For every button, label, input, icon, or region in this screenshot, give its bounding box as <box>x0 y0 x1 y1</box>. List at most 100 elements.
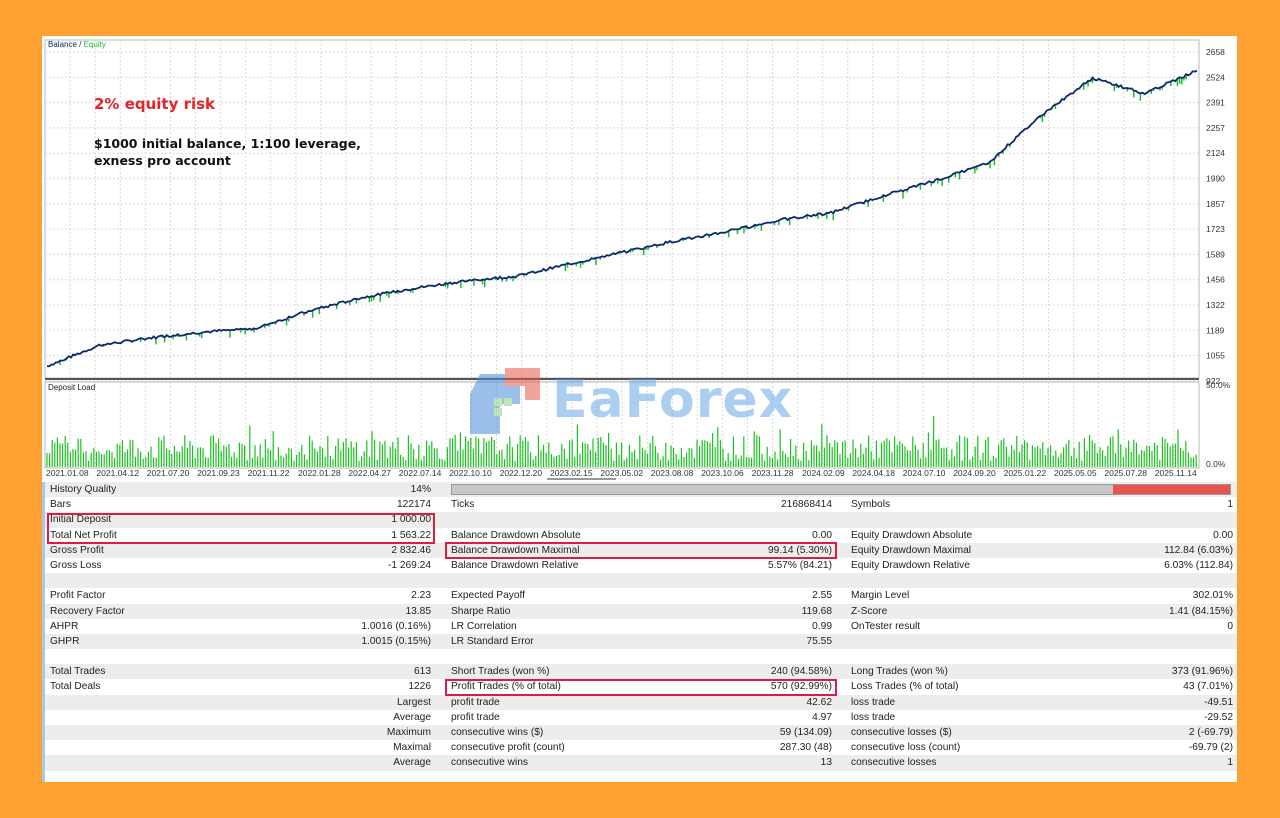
report-row: Profit Factor 2.23 Expected Payoff 2.55 Marg… <box>45 588 1237 603</box>
label-col2: consecutive wins <box>451 757 529 769</box>
value-col3: 43 (7.01%) <box>1183 681 1233 693</box>
y-tick-label: 1055 <box>1206 351 1225 361</box>
x-tick-label: 2021.01.08 <box>46 468 89 478</box>
history-quality-label: History Quality <box>50 484 117 495</box>
y-tick-label: 922 <box>1206 376 1220 386</box>
y-tick-label: 2257 <box>1206 123 1225 133</box>
report-row <box>45 573 1237 589</box>
value-col2: 2.55 <box>812 590 832 602</box>
history-quality-row: History Quality 14% <box>45 482 1237 498</box>
label-col2: profit trade <box>451 711 500 723</box>
value-col1: 1 000.00 <box>391 514 431 526</box>
value-col3: 0 <box>1227 620 1233 632</box>
value-col2: 4.97 <box>812 711 832 723</box>
value-col3: -29.52 <box>1204 711 1233 723</box>
value-col3: 302.01% <box>1192 590 1233 602</box>
value-col3: 6.03% (112.84) <box>1164 559 1233 571</box>
y-tick-label: 1857 <box>1206 199 1225 209</box>
value-col1: Average <box>393 711 431 723</box>
y-tick-label: 2658 <box>1206 47 1225 57</box>
value-col1: -1 269.24 <box>387 559 431 571</box>
balance-equity-chart: 2658 2524 2391 2257 2124 1990 1857 1723 1589 1456… <box>44 39 1231 480</box>
label-col3: consecutive losses ($) <box>851 727 952 738</box>
x-tick-label: 2022.01.28 <box>298 468 341 478</box>
y-tick-label: 2391 <box>1206 98 1225 108</box>
report-table: History Quality 14% Bars 122174 Ticks 21686… <box>42 482 1237 782</box>
value-col1: 1226 <box>408 681 431 693</box>
report-row: Initial Deposit 1 000.00 <box>45 512 1237 528</box>
x-tick-label: 2023.08.08 <box>651 468 694 478</box>
value-col2: 59 (134.09) <box>779 727 832 738</box>
label-col3: Symbols <box>851 499 891 511</box>
dl-tick-label: 0.0% <box>1206 459 1226 469</box>
x-tick-label: 2023.05.02 <box>600 468 643 478</box>
setup-annotation: $1000 initial balance, 1:100 leverage, e… <box>94 136 361 168</box>
label-col2: LR Correlation <box>451 620 517 632</box>
value-col1: 1.0016 (0.16%) <box>361 620 431 632</box>
value-col1: Maximum <box>386 727 431 738</box>
y-tick-label: 1456 <box>1206 275 1225 285</box>
y-tick-label: 2124 <box>1206 148 1225 158</box>
value-col3: 373 (91.96%) <box>1171 666 1233 678</box>
label-col2: Profit Trades (% of total) <box>451 681 561 693</box>
x-tick-label: 2024.02.09 <box>802 468 845 478</box>
report-row: Gross Profit 2 832.46 Balance Drawdown Max… <box>45 542 1237 558</box>
value-col1: 613 <box>414 666 431 678</box>
label-col2: consecutive wins ($) <box>451 727 544 738</box>
label-col3: consecutive loss (count) <box>851 742 961 754</box>
label-col1: Bars <box>50 499 71 511</box>
report-row: Maximal consecutive profit (count) 287.30 … <box>45 740 1237 755</box>
y-tick-label: 1322 <box>1206 300 1225 310</box>
x-tick-label: 2021.07.20 <box>147 468 190 478</box>
x-tick-label: 2021.04.12 <box>96 468 139 478</box>
label-col3: Z-Score <box>851 605 888 617</box>
label-col1: Profit Factor <box>50 590 106 602</box>
report-row: Recovery Factor 13.85 Sharpe Ratio 119.68 Z-… <box>45 603 1237 619</box>
label-col1: AHPR <box>50 620 79 632</box>
report-row: AHPR 1.0016 (0.16%) LR Correlation 0.99 OnTe… <box>45 619 1237 634</box>
label-col2: consecutive profit (count) <box>451 742 565 754</box>
history-quality-bar-fill <box>1113 485 1230 494</box>
x-tick-label: 2023.02.15 <box>550 468 593 478</box>
value-col3: 112.84 (6.03%) <box>1164 544 1233 556</box>
x-tick-label: 2021.09.23 <box>197 468 240 478</box>
report-row <box>45 649 1237 664</box>
label-col1: Gross Profit <box>50 544 104 556</box>
report-row: Largest profit trade 42.62 loss trade -49.51 <box>45 694 1237 710</box>
label-col2: LR Standard Error <box>451 635 534 647</box>
x-tick-label: 2024.09.20 <box>953 468 996 478</box>
label-col2: Short Trades (won %) <box>451 666 550 678</box>
y-tick-label: 1723 <box>1206 224 1225 234</box>
value-col1: Average <box>393 757 431 769</box>
label-col1: Gross Loss <box>50 559 102 571</box>
report-row: Average profit trade 4.97 loss trade -29.52 <box>45 710 1237 725</box>
label-col1: Total Net Profit <box>50 529 117 541</box>
label-col3: Long Trades (won %) <box>851 666 948 678</box>
value-col1: Largest <box>397 696 431 708</box>
value-col1: 1.0015 (0.15%) <box>361 635 431 647</box>
chart-legend: Balance / Equity <box>48 40 106 49</box>
label-col3: Equity Drawdown Maximal <box>851 544 972 556</box>
x-tick-label: 2023.10.06 <box>701 468 744 478</box>
x-tick-label: 2024.07.10 <box>903 468 946 478</box>
x-tick-label: 2022.07.14 <box>399 468 442 478</box>
label-col1: GHPR <box>50 635 80 647</box>
history-quality-bar <box>451 484 1231 495</box>
report-row: Gross Loss -1 269.24 Balance Drawdown Rela… <box>45 558 1237 573</box>
label-col1: Recovery Factor <box>50 605 125 617</box>
x-tick-label: 2024.04.18 <box>852 468 895 478</box>
label-col2: Balance Drawdown Maximal <box>451 544 580 556</box>
risk-annotation: 2% equity risk <box>94 95 216 113</box>
label-col2: Balance Drawdown Relative <box>451 559 579 571</box>
value-col2: 240 (94.58%) <box>770 666 832 678</box>
value-col2: 99.14 (5.30%) <box>768 544 832 556</box>
value-col2: 75.55 <box>806 635 833 647</box>
value-col3: 1 <box>1227 757 1233 769</box>
label-col3: Loss Trades (% of total) <box>851 681 959 693</box>
x-tick-label: 2025.05.05 <box>1054 468 1097 478</box>
label-col2: Sharpe Ratio <box>451 605 511 617</box>
x-tick-label: 2022.04.27 <box>348 468 391 478</box>
label-col3: consecutive losses <box>851 757 937 769</box>
x-tick-label: 2025.07.28 <box>1104 468 1147 478</box>
value-col3: -69.79 (2) <box>1188 742 1233 754</box>
